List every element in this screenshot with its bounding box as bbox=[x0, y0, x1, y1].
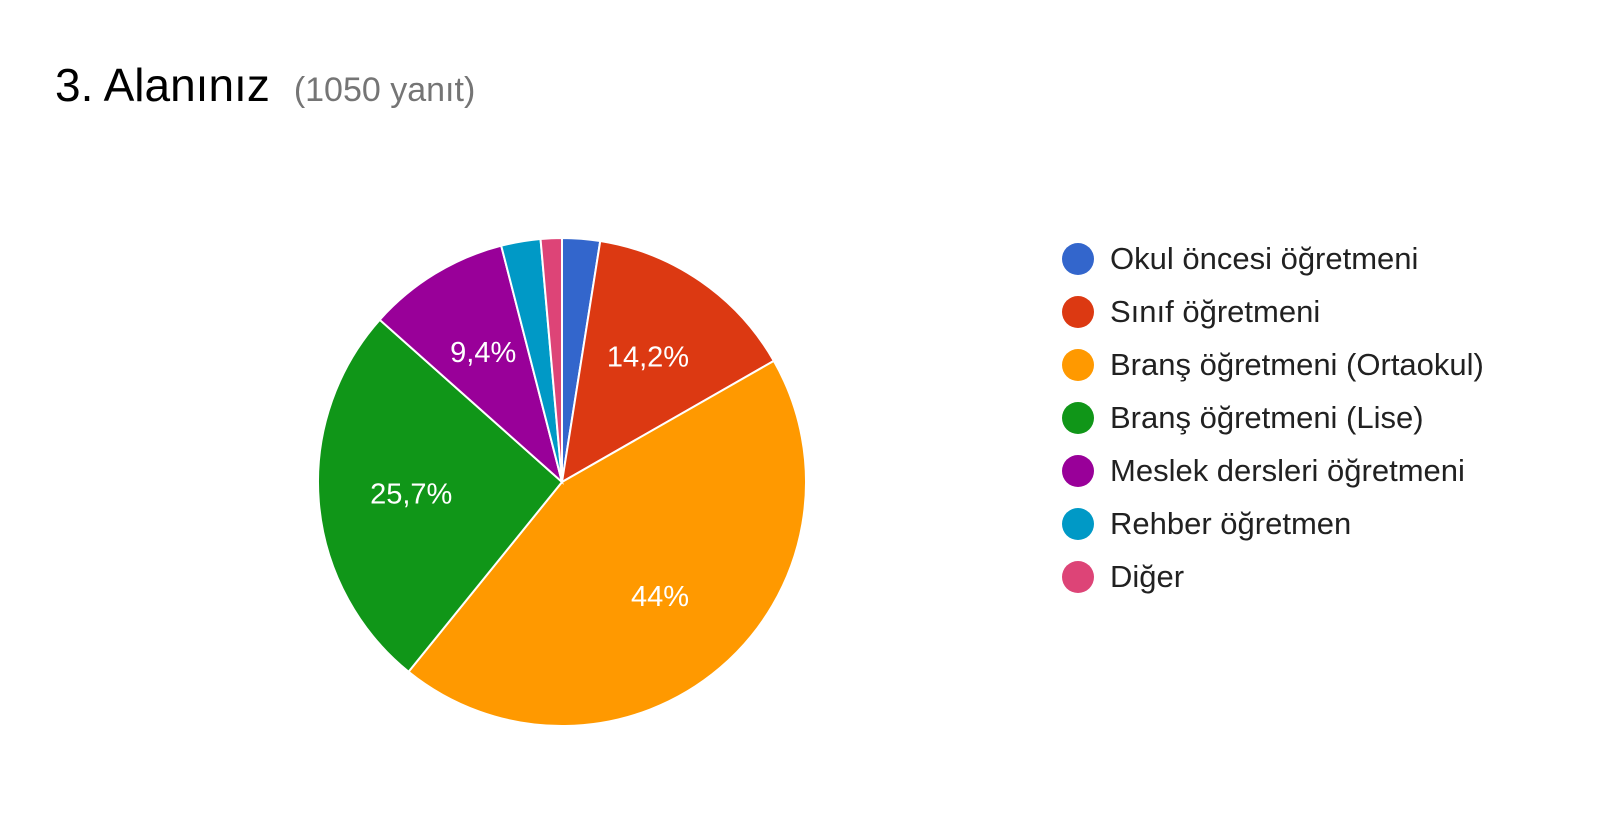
legend-label: Diğer bbox=[1110, 558, 1185, 594]
legend-item-brans-ogretmeni-ortaokul[interactable]: Branş öğretmeni (Ortaokul) bbox=[1062, 338, 1484, 391]
legend-item-okul-oncesi-ogretmeni[interactable]: Okul öncesi öğretmeni bbox=[1062, 232, 1484, 285]
legend-item-brans-ogretmeni-lise[interactable]: Branş öğretmeni (Lise) bbox=[1062, 391, 1484, 444]
legend-swatch bbox=[1062, 560, 1094, 593]
pie-slice-brans-ogretmeni-lise[interactable] bbox=[317, 318, 564, 674]
legend-label: Branş öğretmeni (Ortaokul) bbox=[1110, 346, 1484, 382]
legend-item-diger[interactable]: Diğer bbox=[1062, 550, 1484, 603]
legend-label: Branş öğretmeni (Lise) bbox=[1110, 399, 1424, 435]
pie-data-labels: 14,2% 44% 25,7% 9,4% bbox=[370, 337, 689, 613]
pie-label-meslek-dersleri-ogretmeni: 9,4% bbox=[450, 337, 516, 369]
pie-slices bbox=[317, 236, 807, 727]
legend: Okul öncesi öğretmeni Sınıf öğretmeni Bran… bbox=[1062, 232, 1484, 603]
pie-label-brans-ogretmeni-ortaokul: 44% bbox=[631, 581, 689, 613]
pie-label-sinif-ogretmeni: 14,2% bbox=[607, 342, 689, 374]
question-title: 3. Alanınız bbox=[55, 59, 270, 111]
legend-item-rehber-ogretmen[interactable]: Rehber öğretmen bbox=[1062, 497, 1484, 550]
legend-swatch bbox=[1062, 507, 1094, 540]
legend-swatch bbox=[1062, 295, 1094, 328]
pie-slice-diger[interactable] bbox=[539, 236, 563, 483]
question-header: 3. Alanınız (1050 yanıt) bbox=[55, 58, 475, 112]
pie-slice-meslek-dersleri-ogretmeni[interactable] bbox=[378, 244, 564, 485]
legend-item-sinif-ogretmeni[interactable]: Sınıf öğretmeni bbox=[1062, 285, 1484, 338]
legend-swatch bbox=[1062, 401, 1094, 434]
pie-slice-sinif-ogretmeni[interactable] bbox=[560, 239, 776, 484]
legend-label: Meslek dersleri öğretmeni bbox=[1110, 452, 1465, 488]
legend-swatch bbox=[1062, 454, 1094, 487]
pie-label-brans-ogretmeni-lise: 25,7% bbox=[370, 478, 452, 510]
response-count: (1050 yanıt) bbox=[293, 71, 476, 109]
legend-swatch bbox=[1062, 348, 1094, 381]
pie-slice-brans-ogretmeni-ortaokul[interactable] bbox=[407, 359, 807, 727]
legend-label: Rehber öğretmen bbox=[1110, 505, 1352, 541]
legend-label: Sınıf öğretmeni bbox=[1110, 293, 1321, 329]
legend-item-meslek-dersleri-ogretmeni[interactable]: Meslek dersleri öğretmeni bbox=[1062, 444, 1484, 497]
legend-swatch bbox=[1062, 242, 1094, 275]
legend-label: Okul öncesi öğretmeni bbox=[1110, 240, 1419, 276]
